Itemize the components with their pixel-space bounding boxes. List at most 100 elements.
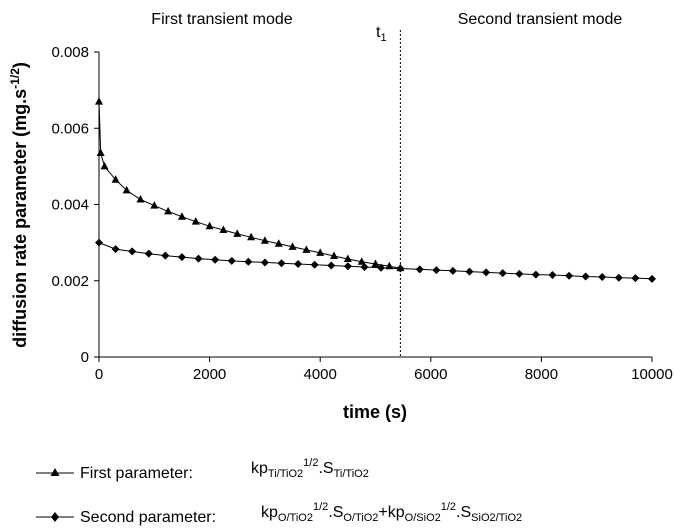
series-1-point [164,206,173,215]
legend-first-formula: kpTi/TiO21/2.STi/TiO2 [251,457,369,480]
series-1-point [100,161,109,170]
series-2-point [581,272,590,281]
series-2-point [415,265,424,274]
legend-second-diamond-marker [51,512,59,522]
series-1-point [274,239,283,247]
formula-part: 1/2 [441,501,456,513]
y-tick-label: 0.008 [51,44,89,61]
series-2-point [128,247,137,256]
series-2-point [548,271,557,280]
series-2-point [531,270,540,279]
series-2-point [498,269,507,278]
formula-part: +kp [378,504,404,521]
series-1-point [302,245,311,253]
series-2-point [327,261,336,270]
x-tick-label: 6000 [414,366,447,383]
formula-part: kp [251,460,268,477]
series-1 [95,97,405,272]
series-2-point [227,256,236,265]
series-1-point [343,254,352,263]
series-1-point [177,212,186,220]
formula-part: SiO2/TiO2 [471,512,522,524]
mode-right-label: Second transient mode [458,11,623,28]
series-2-point [95,238,103,247]
formula-part: Ti/TiO2 [334,468,369,480]
series-2-point [377,263,386,272]
series-2-point [648,274,656,283]
series-1-point [330,251,339,259]
series-1-point [385,261,394,270]
series-2-point [244,257,253,266]
y-axis-title-main: diffusion rate parameter (mg.s [10,89,30,348]
legend-second-formula: kpO/TiO21/2.SO/TiO2+kpO/SiO21/2.SSiO2/Ti… [261,501,522,524]
y-tick-label: 0.002 [51,273,89,290]
series-2-point [396,264,405,273]
series-1-point [316,248,325,256]
series-2-point [310,260,319,269]
series-2-point [448,266,457,275]
formula-part: 1/2 [303,457,318,469]
legend-item-second: Second parameter: kpO/TiO21/2.SO/TiO2+kp… [36,501,522,526]
formula-part: .S [318,460,333,477]
series-2-point [631,274,640,283]
series-2-point [465,267,474,276]
series-2-point [277,259,286,268]
series-2-point [177,253,186,262]
y-axis-title-sup: -1/2 [8,68,22,89]
mode-left-label: First transient mode [151,11,292,28]
t1-label-sub: 1 [380,32,386,44]
y-tick-label: 0.006 [51,120,89,137]
y-tick-label: 0.004 [51,197,89,214]
series-2-point [343,262,352,271]
legend-first-triangle-marker [50,468,60,476]
series-2-point [515,269,524,278]
formula-part: .S [328,504,343,521]
x-tick-label: 10000 [631,366,673,383]
formula-part: .S [456,504,471,521]
y-axis-title: diffusion rate parameter (mg.s-1/2) [8,62,30,348]
series-1-point [150,201,159,209]
formula-part: O/TiO2 [278,512,313,524]
series-1-point [219,225,228,234]
x-tick-label: 8000 [525,366,558,383]
series-1-point [357,257,366,265]
series-2-point [598,272,607,281]
x-tick-label: 0 [95,366,103,383]
series-2-line [98,242,653,280]
x-tick-label: 4000 [304,366,337,383]
series-2-point [482,268,491,277]
series-1-point [205,221,214,230]
series-2-point [111,245,120,254]
formula-part: O/TiO2 [343,512,378,524]
series-2-point [614,273,623,282]
series-1-point [111,175,120,183]
formula-part: Ti/TiO2 [268,468,303,480]
y-tick-label: 0 [81,349,89,366]
series-1-point [247,232,256,241]
series-1-point [233,229,242,237]
formula-part: O/SiO2 [405,512,441,524]
series-1-point [191,217,200,225]
x-axis-title: time (s) [343,402,407,422]
t1-label: t1 [376,24,387,44]
series-2-point [360,263,369,272]
series-1-point [260,236,269,244]
x-tick-label: 2000 [193,366,226,383]
series-2-point [565,271,574,280]
formula-part: 1/2 [313,501,328,513]
series-1-point [371,259,380,267]
series-2-point [194,254,203,263]
series-1-point [95,97,103,105]
t1-label-base: t [376,24,381,41]
series-2-point [432,266,441,275]
series-1-line [98,101,401,269]
legend-item-first: First parameter: kpTi/TiO21/2.STi/TiO2 [36,457,369,482]
series-2 [95,238,656,283]
series-2-point [260,258,269,267]
series-2-point [161,251,170,260]
series-1-point [288,242,297,250]
formula-part: kp [261,504,278,521]
legend: First parameter: kpTi/TiO21/2.STi/TiO2 S… [36,457,522,526]
series-2-point [144,249,153,258]
